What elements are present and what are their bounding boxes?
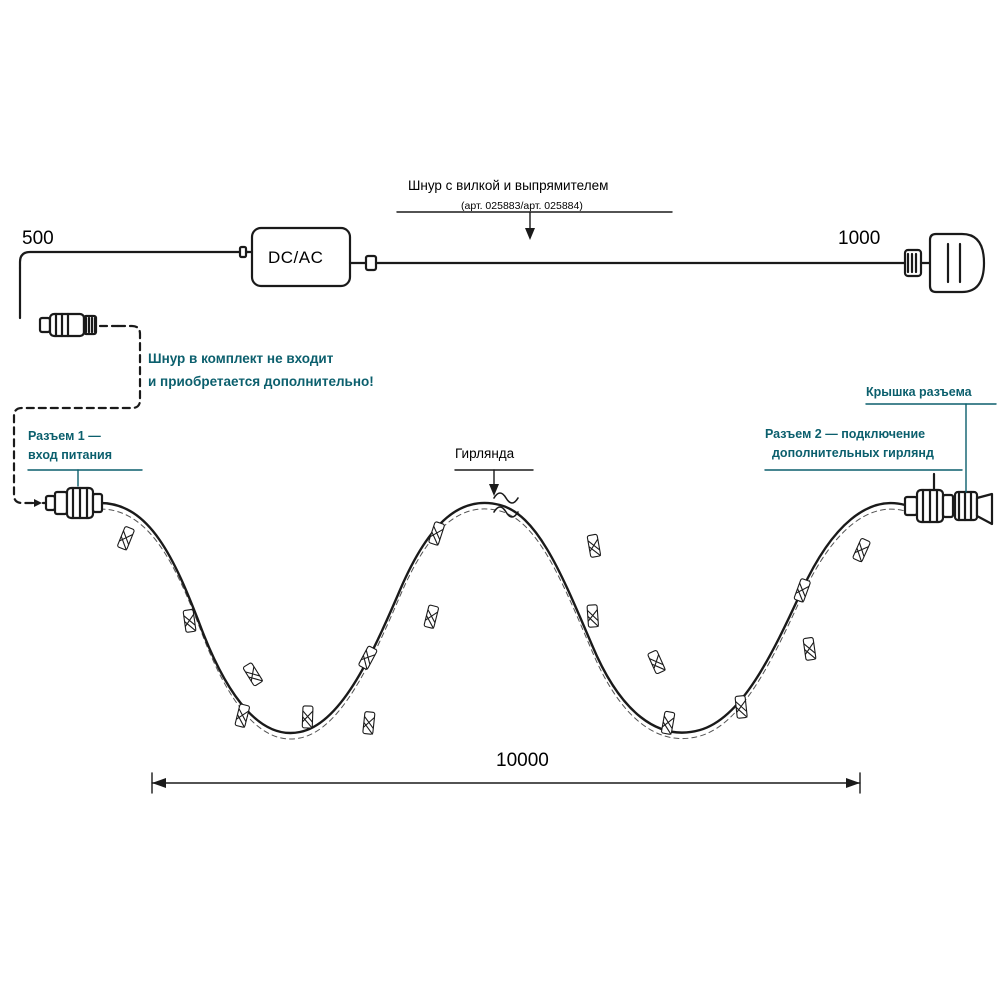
garland-main-wire [98, 501, 907, 735]
led-bulb-icon [301, 705, 314, 729]
led-bulb-icon [586, 604, 599, 628]
connector2-label-line-2: дополнительных гирлянд [772, 446, 934, 460]
led-bulb-icon [647, 650, 666, 675]
cord-left-segment [18, 250, 250, 270]
dashed-link-b [12, 324, 142, 505]
led-bulb-icon [423, 604, 439, 629]
led-bulb-group [117, 521, 871, 735]
garland-label: Гирлянда [455, 446, 515, 461]
led-bulb-icon [661, 710, 676, 735]
connector2-label-line-1: Разъем 2 — подключение [765, 427, 926, 441]
garland-break-mark [493, 492, 519, 504]
cord-title-label: Шнур с вилкой и выпрямителем [408, 178, 609, 193]
adapter-label: DC/AC [268, 248, 324, 267]
led-bulb-icon [182, 609, 197, 633]
dimension-left-cord: 500 [22, 228, 54, 249]
adapter-body [250, 226, 352, 288]
connector1-label-line-2: вход питания [28, 448, 113, 462]
barrel-connector-icon-top [38, 312, 98, 338]
cord-article-label: (арт. 025883/арт. 025884) [461, 200, 583, 212]
connector-cap-icon [953, 490, 994, 526]
dashed-arrow-head [34, 499, 42, 507]
garland-break-mark-2 [493, 506, 519, 518]
mains-plug-icon [903, 232, 986, 294]
led-bulb-icon [734, 695, 748, 719]
note-line-1: Шнур в комплект не входит [148, 351, 334, 366]
led-bulb-icon [358, 645, 378, 670]
dimension-right-cord: 1000 [838, 228, 881, 249]
dim-arrow-left [152, 778, 166, 788]
dim-arrow-right [846, 778, 860, 788]
note-line-2: и приобретается дополнительно! [148, 374, 374, 389]
adapter-left-collar [238, 245, 248, 259]
led-bulb-icon [117, 526, 135, 551]
led-bulb-icon [852, 538, 871, 563]
led-bulb-icon [793, 578, 811, 603]
connector2-icon [903, 472, 955, 524]
dimension-total-length: 10000 [496, 750, 549, 771]
led-bulb-icon [428, 521, 445, 546]
led-bulb-icon [802, 637, 817, 661]
connector1-icon [32, 486, 104, 520]
cap-label: Крышка разъема [866, 385, 972, 399]
leader-garland-arrow-head [489, 484, 499, 496]
led-bulb-icon [586, 533, 602, 558]
adapter-right-collar [364, 254, 378, 272]
led-bulb-icon [362, 711, 376, 735]
led-bulb-icon [242, 662, 264, 687]
connector1-label-line-1: Разъем 1 — [28, 429, 101, 443]
led-bulb-icon [234, 703, 250, 728]
garland-twist-wire [99, 508, 906, 740]
leader-cord-arrow-head [525, 228, 535, 240]
